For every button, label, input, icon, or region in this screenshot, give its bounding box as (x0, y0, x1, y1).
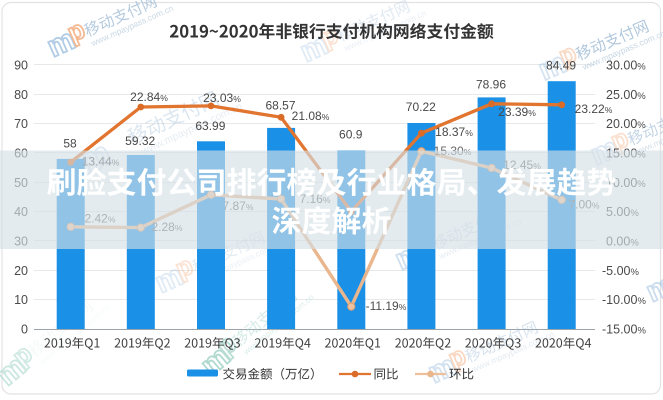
svg-text:23.03%: 23.03% (203, 91, 241, 105)
svg-text:59.32: 59.32 (125, 134, 155, 148)
svg-text:20: 20 (14, 264, 28, 278)
svg-text:23.22%: 23.22% (575, 102, 613, 116)
svg-text:-15.00%: -15.00% (602, 323, 646, 337)
svg-text:-5.00%: -5.00% (602, 264, 640, 278)
svg-text:20.00%: 20.00% (606, 117, 646, 131)
svg-text:10: 10 (14, 293, 28, 307)
svg-text:68.57: 68.57 (265, 99, 295, 113)
svg-text:70.22: 70.22 (406, 100, 436, 114)
svg-text:23.39%: 23.39% (498, 105, 536, 119)
svg-text:60.9: 60.9 (339, 128, 363, 142)
svg-text:84.49: 84.49 (546, 59, 576, 73)
svg-text:63.99: 63.99 (195, 119, 225, 133)
svg-text:58: 58 (63, 137, 77, 151)
svg-text:90: 90 (14, 59, 28, 73)
svg-text:18.37%: 18.37% (435, 125, 473, 139)
svg-text:0: 0 (21, 323, 28, 337)
svg-text:70: 70 (14, 117, 28, 131)
svg-text:-10.00%: -10.00% (602, 293, 646, 307)
svg-text:-11.19%: -11.19% (366, 299, 407, 313)
svg-text:21.08%: 21.08% (292, 109, 330, 123)
svg-text:80: 80 (14, 88, 28, 102)
svg-text:30.00%: 30.00% (606, 59, 646, 73)
svg-text:25.00%: 25.00% (606, 88, 646, 102)
svg-text:22.84%: 22.84% (130, 90, 168, 104)
svg-text:78.96: 78.96 (476, 78, 506, 92)
